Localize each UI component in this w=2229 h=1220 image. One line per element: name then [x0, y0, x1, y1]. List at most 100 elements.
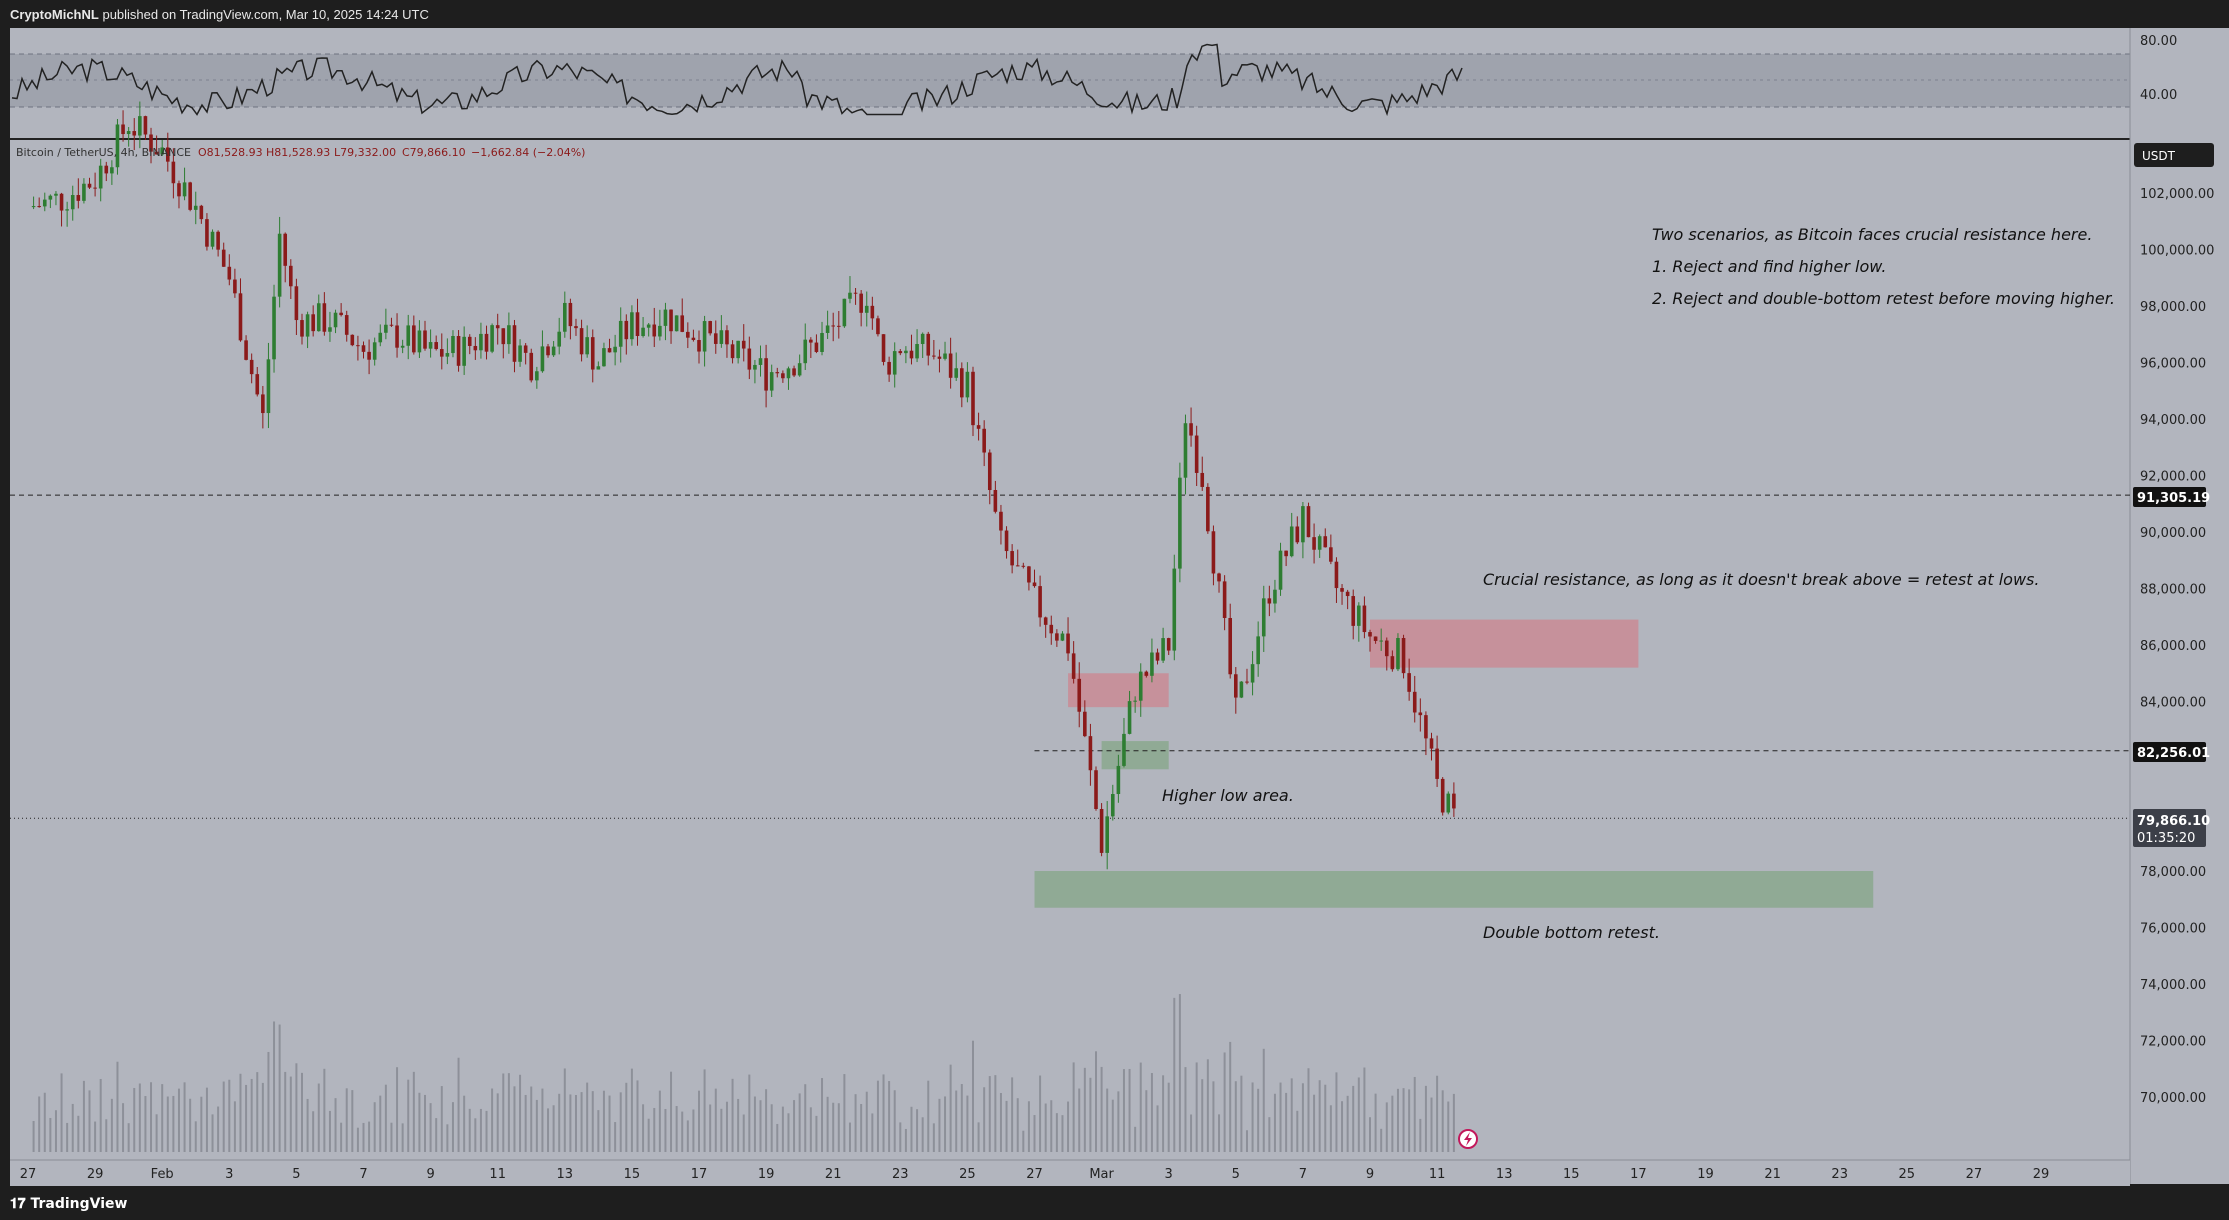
currency-badge-text: USDT: [2142, 149, 2176, 163]
candle-body-141: [820, 332, 824, 352]
volume-bar-69: [418, 1092, 421, 1152]
volume-bar-124: [725, 1101, 728, 1152]
annotation-scenarios-title[interactable]: Two scenarios, as Bitcoin faces crucial …: [1652, 225, 2092, 244]
volume-bar-35: [228, 1079, 231, 1152]
volume-bar-231: [1324, 1084, 1327, 1152]
volume-bar-238: [1363, 1067, 1366, 1152]
time-tick-25: 19: [1697, 1167, 1714, 1182]
candle-body-180: [1038, 586, 1042, 618]
candle-body-9: [82, 183, 86, 201]
volume-bar-243: [1391, 1095, 1394, 1152]
candle-body-201: [1155, 652, 1160, 661]
resistance-price-marker[interactable]: 91,305.19: [2133, 487, 2210, 507]
annotation-scenario-2[interactable]: 2. Reject and double-bottom retest befor…: [1652, 289, 2115, 308]
candle-body-218: [1250, 664, 1255, 683]
candle-body-80: [479, 333, 483, 351]
candle-body-2: [42, 199, 47, 207]
candle-body-159: [920, 333, 925, 345]
candle-body-90: [535, 371, 539, 381]
volume-bar-117: [686, 1120, 689, 1152]
volume-bar-42: [267, 1051, 270, 1152]
time-tick-20: 9: [1366, 1167, 1374, 1182]
candle-body-27: [182, 182, 187, 197]
volume-bar-139: [809, 1107, 812, 1152]
candle-body-58: [356, 345, 360, 347]
time-tick-9: 15: [624, 1167, 641, 1182]
time-tick-30: 29: [2033, 1167, 2050, 1182]
time-tick-11: 19: [758, 1167, 775, 1182]
volume-bar-33: [217, 1106, 220, 1152]
annotation-double-bottom[interactable]: Double bottom retest.: [1483, 923, 1660, 942]
volume-bar-3: [49, 1117, 52, 1152]
tradingview-logo[interactable]: 𝟏𝟕 TradingView: [10, 1196, 127, 1212]
volume-bar-182: [1050, 1100, 1053, 1152]
price-tick-5: 92,000.00: [2140, 470, 2206, 485]
candle-body-193: [1110, 794, 1115, 817]
candle-body-104: [613, 346, 617, 353]
annotation-resistance[interactable]: Crucial resistance, as long as it doesn'…: [1483, 570, 2039, 589]
time-tick-labels: 27 29 Feb 3 5 7 9 11 13 15 17 19 21 23 25 27 Mar 3 5 7 9 11 13…: [20, 1167, 2050, 1182]
volume-bar-106: [625, 1082, 628, 1152]
legend-symbol[interactable]: Bitcoin / TetherUS, 4h, BINANCE: [16, 146, 191, 159]
author-name[interactable]: CryptoMichNL: [10, 7, 99, 22]
volume-bar-120: [703, 1069, 706, 1152]
candle-body-163: [943, 353, 947, 359]
legend-high: H81,528.93: [266, 146, 330, 159]
volume-bar-32: [211, 1114, 214, 1152]
candle-body-208: [1194, 435, 1199, 473]
time-tick-21: 11: [1429, 1167, 1446, 1182]
candle-body-109: [641, 327, 645, 337]
candle-body-249: [1424, 715, 1428, 739]
price-axis[interactable]: [2130, 28, 2229, 1184]
candle-body-225: [1289, 526, 1294, 557]
volume-bar-24: [166, 1096, 169, 1152]
candle-body-153: [887, 361, 891, 375]
annotation-higher-low[interactable]: Higher low area.: [1162, 786, 1294, 805]
candle-body-119: [697, 340, 701, 352]
candle-body-66: [400, 345, 405, 348]
volume-bar-101: [597, 1110, 600, 1152]
price-pane: [10, 140, 2130, 1184]
volume-bar-22: [155, 1114, 158, 1152]
volume-bar-163: [944, 1096, 947, 1152]
candle-body-252: [1440, 778, 1445, 813]
candle-body-129: [753, 364, 757, 370]
candle-body-235: [1345, 591, 1350, 597]
candle-body-33: [216, 231, 220, 250]
currency-badge[interactable]: USDT: [2134, 143, 2214, 167]
candle-body-247: [1412, 691, 1417, 713]
last-price-marker[interactable]: 79,866.10 01:35:20: [2133, 809, 2210, 847]
candle-body-98: [579, 328, 584, 355]
volume-bar-149: [865, 1091, 868, 1152]
time-tick-1: 29: [87, 1167, 104, 1182]
volume-bar-168: [971, 1040, 974, 1152]
pane-divider[interactable]: [10, 138, 2130, 140]
volume-bar-28: [189, 1098, 192, 1152]
candle-body-173: [999, 511, 1003, 531]
volume-bar-4: [54, 1110, 57, 1152]
volume-bar-212: [1218, 1114, 1221, 1152]
candle-body-16: [121, 124, 125, 135]
volume-bar-141: [821, 1078, 824, 1152]
price-tick-14: 70,000.00: [2140, 1091, 2206, 1106]
candle-body-112: [658, 325, 662, 337]
candle-body-120: [702, 321, 707, 352]
price-chart[interactable]: Bitcoin / TetherUS, 4h, BINANCE O81,528.…: [0, 0, 2229, 1186]
time-axis[interactable]: [10, 1160, 2130, 1186]
candle-body-205: [1178, 477, 1182, 569]
time-tick-5: 7: [359, 1167, 367, 1182]
annotation-scenario-1[interactable]: 1. Reject and find higher low.: [1652, 257, 1886, 276]
volume-bar-159: [921, 1117, 924, 1152]
candle-body-59: [361, 345, 366, 352]
volume-bar-142: [826, 1096, 829, 1152]
last-price-text: 79,866.10: [2137, 814, 2210, 829]
candle-body-190: [1094, 770, 1098, 810]
candle-body-25: [171, 161, 176, 184]
volume-bar-165: [955, 1090, 958, 1152]
volume-bar-37: [239, 1073, 242, 1152]
volume-bar-147: [854, 1094, 857, 1152]
support-price-marker[interactable]: 82,256.01: [2133, 742, 2210, 762]
time-tick-10: 17: [691, 1167, 708, 1182]
candle-body-251: [1435, 748, 1439, 779]
lightning-icon[interactable]: [1458, 1129, 1478, 1149]
